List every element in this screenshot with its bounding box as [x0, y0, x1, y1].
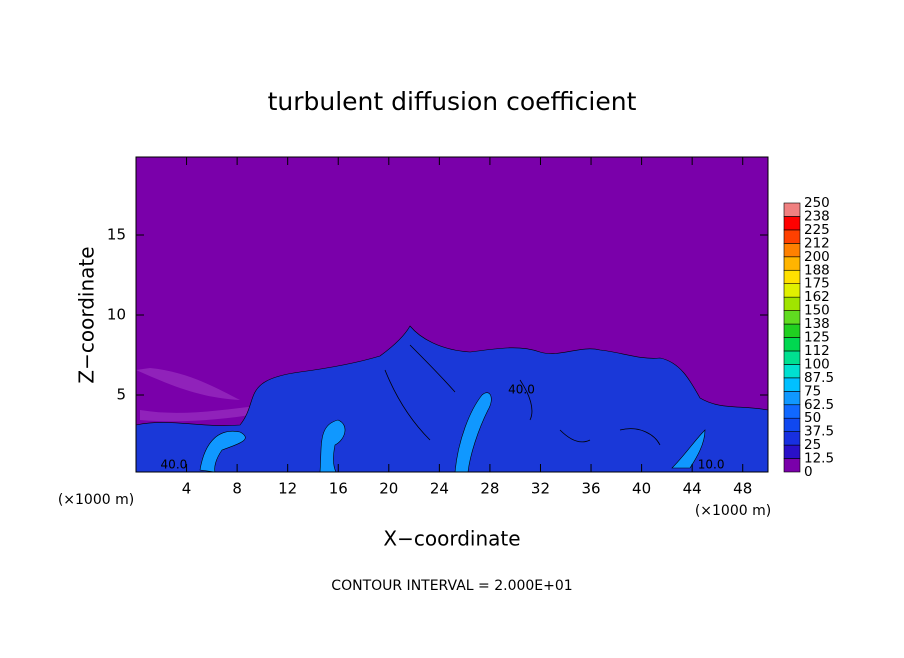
y-tick-label: 10 [107, 306, 126, 324]
y-tick-label: 5 [116, 386, 126, 404]
colorbar-label: 175 [804, 276, 830, 292]
colorbar-box [783, 256, 801, 271]
x-tick-label: 28 [480, 480, 499, 498]
x-tick-label: 44 [683, 480, 702, 498]
x-tick-label: 40 [632, 480, 651, 498]
colorbar-label: 125 [804, 330, 830, 346]
colorbar-label: 37.5 [804, 424, 834, 440]
colorbar-label: 225 [804, 222, 830, 238]
contour-line [384, 344, 661, 446]
colorbar-box [783, 390, 801, 406]
colorbar-label: 100 [804, 356, 830, 372]
colorbar-label: 25 [804, 437, 821, 453]
colorbar-label: 188 [804, 262, 830, 278]
colorbar-box [783, 229, 801, 244]
y-tick-label: 15 [107, 226, 126, 244]
colorbar-box [783, 243, 801, 258]
x-tick-label: 32 [531, 480, 550, 498]
colorbar-label: 162 [804, 289, 830, 305]
colorbar-label: 12.5 [804, 451, 834, 467]
colorbar: 012.52537.55062.57587.510011212513815016… [783, 195, 834, 480]
colorbar-box [783, 216, 801, 231]
colorbar-label: 75 [804, 383, 821, 399]
colorbar-label: 112 [804, 343, 830, 359]
colorbar-label: 200 [804, 249, 830, 265]
colorbar-label: 87.5 [804, 370, 834, 386]
colorbar-label: 0 [804, 464, 813, 480]
colorbar-label: 238 [804, 208, 830, 224]
colorbar-label: 62.5 [804, 397, 834, 413]
x-tick-label: 4 [182, 480, 192, 498]
x-tick-label: 24 [430, 480, 449, 498]
colorbar-box [783, 350, 801, 365]
colorbar-label: 50 [804, 410, 821, 426]
colorbar-box [783, 404, 801, 419]
field-region-high [199, 392, 706, 473]
x-tick-label: 36 [581, 480, 600, 498]
colorbar-box [783, 417, 801, 432]
colorbar-box [783, 296, 801, 311]
y-axis-label: Z−coordinate [75, 246, 99, 383]
footnote: CONTOUR INTERVAL = 2.000E+01 [331, 578, 572, 594]
plot-area [135, 157, 769, 473]
colorbar-box [783, 269, 801, 284]
x-unit: (×1000 m) [58, 492, 134, 508]
x-tick-label: 12 [278, 480, 297, 498]
x-tick-label: 20 [379, 480, 398, 498]
chart-title: turbulent diffusion coefficient [268, 87, 637, 116]
colorbar-box [783, 431, 801, 446]
x-tick-label: 48 [733, 480, 752, 498]
x-unit: (×1000 m) [695, 503, 771, 519]
colorbar-box [783, 444, 801, 459]
colorbar-box [783, 458, 801, 473]
colorbar-box [783, 323, 801, 338]
colorbar-box [783, 202, 801, 217]
colorbar-box [783, 377, 801, 392]
x-tick-label: 8 [232, 480, 242, 498]
contour-label: 40.0 [161, 458, 188, 472]
contour-label: 10.0 [698, 458, 725, 472]
colorbar-label: 138 [804, 316, 830, 332]
x-axis-label: X−coordinate [383, 527, 520, 551]
colorbar-box [783, 337, 801, 352]
x-tick-label: 16 [329, 480, 348, 498]
colorbar-label: 250 [804, 195, 830, 211]
colorbar-label: 212 [804, 235, 830, 251]
colorbar-box [783, 364, 801, 379]
contour-label: 40.0 [508, 383, 535, 397]
colorbar-label: 150 [804, 303, 830, 319]
colorbar-box [783, 283, 801, 298]
field-region [135, 325, 769, 473]
colorbar-box [783, 310, 801, 325]
